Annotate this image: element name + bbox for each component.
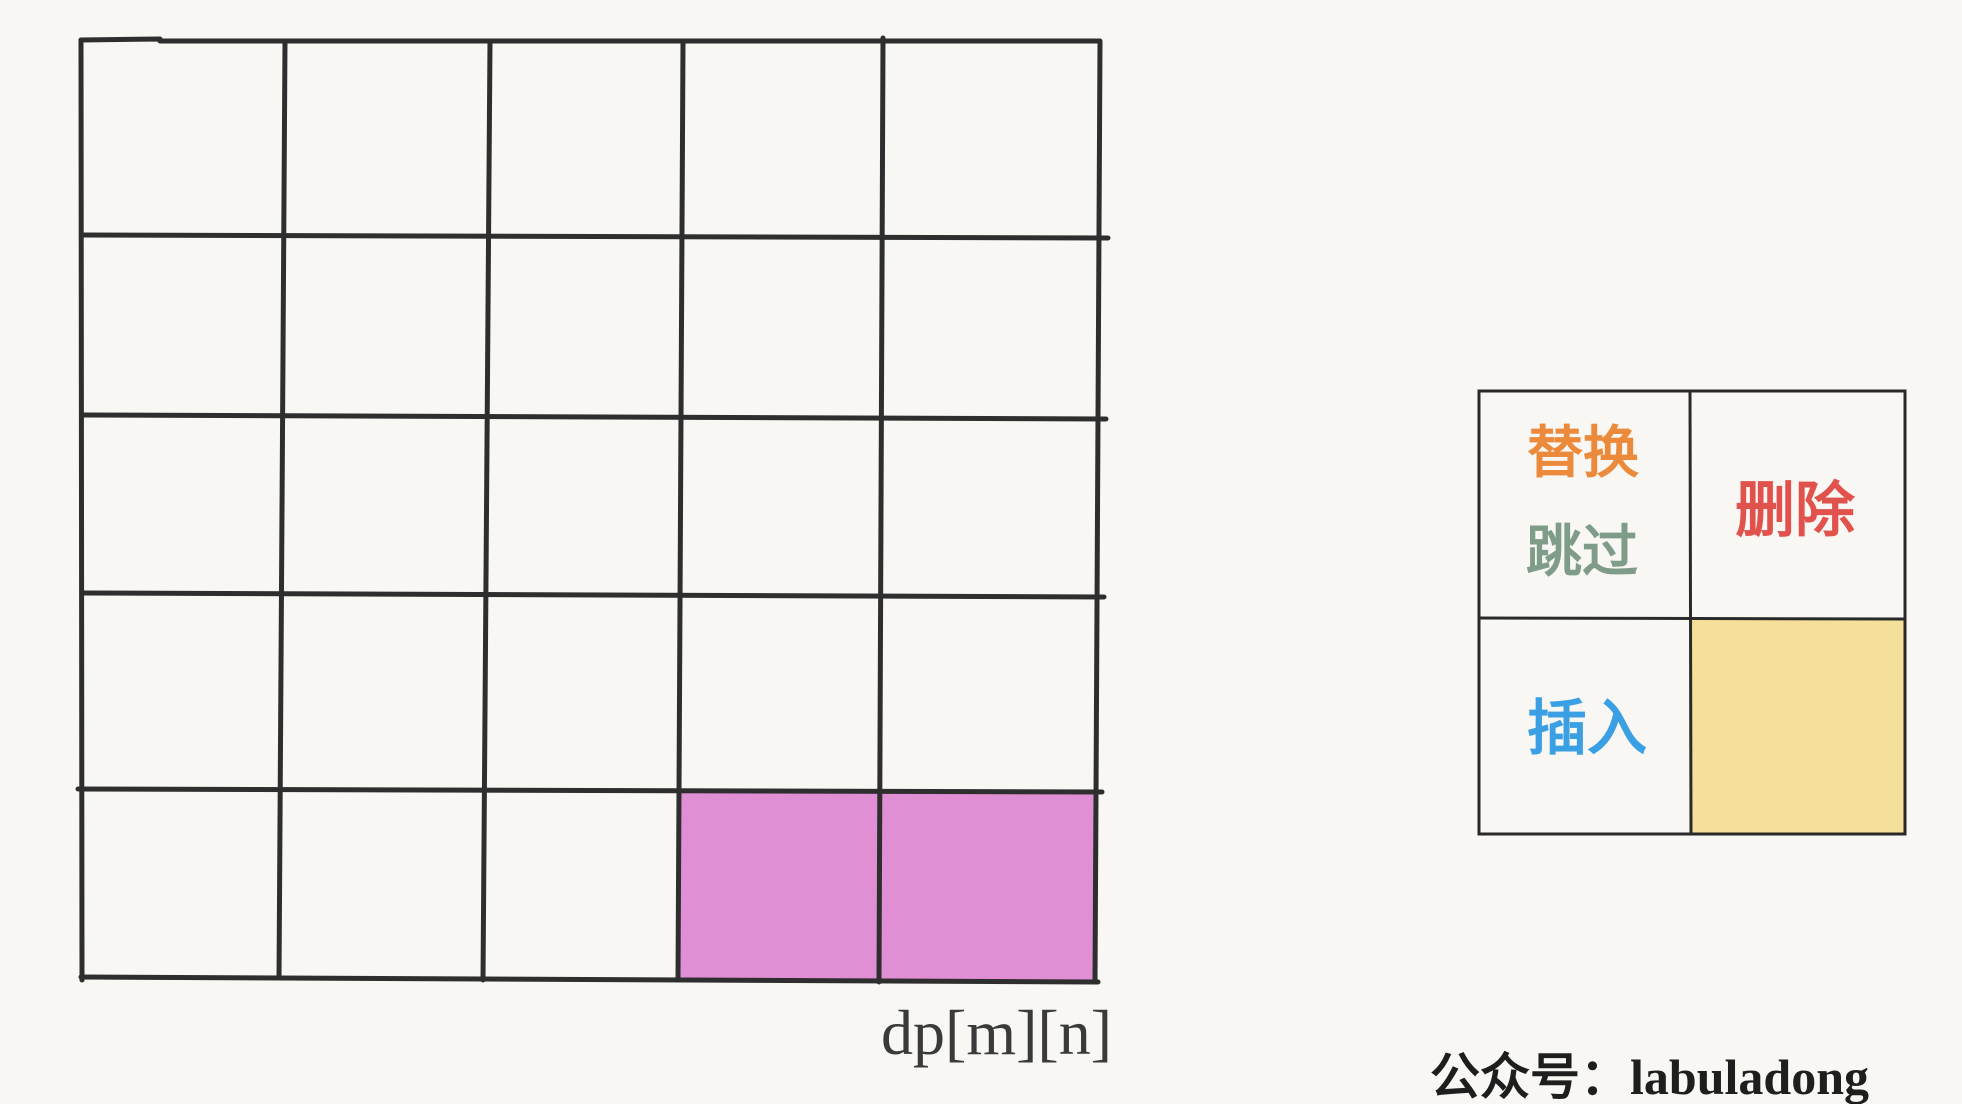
grid-line <box>78 974 1101 985</box>
grid-line <box>78 37 85 983</box>
legend-replace-label: 替换 <box>1527 421 1639 486</box>
grid-line <box>80 412 1109 422</box>
legend-box <box>1477 389 1907 836</box>
legend-divider-horizontal <box>1478 616 1906 621</box>
legend-delete-label: 删除 <box>1735 476 1855 546</box>
grid-line <box>78 36 1103 44</box>
legend-current-cell <box>1692 620 1905 834</box>
target-cell-label: dp[m][n] <box>881 997 1113 1068</box>
highlighted-cell <box>881 791 1096 981</box>
grid-line <box>876 35 886 985</box>
grid-line <box>80 590 1107 600</box>
grid-line <box>675 39 686 983</box>
grid-line <box>80 232 1111 241</box>
legend-skip-label: 跳过 <box>1526 520 1638 585</box>
highlighted-cell <box>679 791 883 981</box>
grid-line <box>1092 39 1103 985</box>
grid-line <box>75 786 1105 795</box>
legend-divider-vertical <box>1688 390 1693 836</box>
grid-line <box>480 39 493 983</box>
legend-insert-label: 插入 <box>1527 694 1647 764</box>
grid-line <box>276 39 288 981</box>
dp-grid <box>75 35 1111 985</box>
watermark-text: 公众号：labuladong <box>1430 1049 1870 1104</box>
